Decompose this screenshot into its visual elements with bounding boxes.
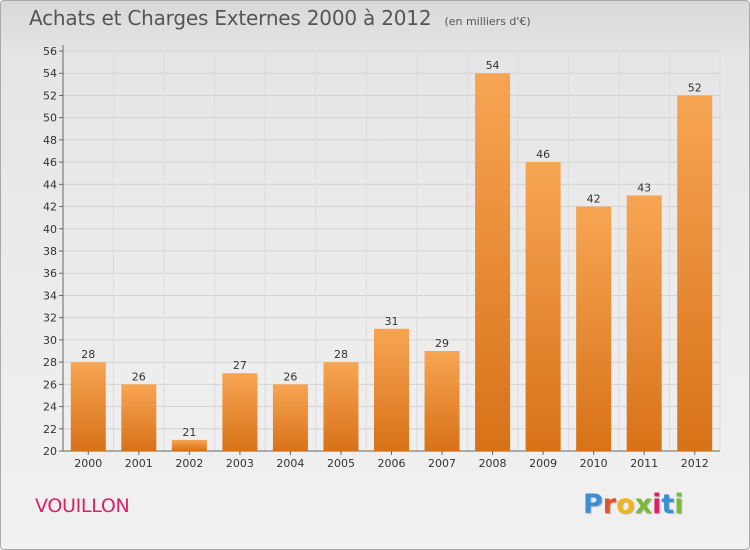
value-label: 43 <box>637 181 651 194</box>
proxiti-logo[interactable]: Proxiti <box>583 489 684 520</box>
logo-letter: r <box>602 489 617 520</box>
y-tick-label: 26 <box>43 378 57 391</box>
y-tick-label: 50 <box>43 112 57 125</box>
bar-2000[interactable] <box>70 362 106 451</box>
chart-title: Achats et Charges Externes 2000 à 2012 <box>29 6 432 30</box>
value-label: 29 <box>435 337 449 350</box>
value-label: 28 <box>81 348 95 361</box>
value-label: 28 <box>334 348 348 361</box>
y-tick-label: 48 <box>43 134 57 147</box>
logo-letter: i <box>652 489 662 520</box>
bar-2008[interactable] <box>475 73 511 451</box>
x-tick-label: 2008 <box>479 457 507 470</box>
bar-2004[interactable] <box>272 384 308 451</box>
x-tick-label: 2002 <box>175 457 203 470</box>
bar-2010[interactable] <box>576 206 612 451</box>
chart-unit: (en milliers d'€) <box>444 15 531 28</box>
y-tick-label: 40 <box>43 223 57 236</box>
x-tick-label: 2006 <box>378 457 406 470</box>
value-label: 31 <box>385 315 399 328</box>
value-label: 46 <box>536 148 550 161</box>
value-label: 26 <box>132 370 146 383</box>
labels: 20 22 24 26 28 30 32 34 36 38 40 42 44 46 48 50 52 54 56 28… <box>43 45 709 470</box>
x-tick-label: 2005 <box>327 457 355 470</box>
bar-2006[interactable] <box>374 328 409 451</box>
bar-2007[interactable] <box>424 351 460 451</box>
x-tick-label: 2011 <box>630 457 658 470</box>
bar-2005[interactable] <box>323 362 359 451</box>
bar-2002[interactable] <box>171 439 207 451</box>
logo-letter: o <box>616 489 635 520</box>
y-tick-label: 34 <box>43 289 57 302</box>
y-tick-label: 28 <box>43 356 57 369</box>
value-label: 42 <box>587 193 601 206</box>
y-tick-label: 38 <box>43 245 57 258</box>
logo-letter: i <box>674 489 684 520</box>
x-tick-label: 2009 <box>529 457 557 470</box>
bar-2003[interactable] <box>222 373 258 451</box>
y-tick-label: 54 <box>43 67 57 80</box>
x-tick-label: 2000 <box>74 457 102 470</box>
commune-name: VOUILLON <box>35 495 130 517</box>
y-tick-label: 36 <box>43 267 57 280</box>
y-tick-label: 46 <box>43 156 57 169</box>
logo-letter: P <box>583 489 603 520</box>
y-tick-label: 56 <box>43 45 57 58</box>
value-label: 54 <box>486 59 500 72</box>
y-tick-label: 52 <box>43 89 57 102</box>
x-tick-label: 2010 <box>580 457 608 470</box>
x-tick-label: 2012 <box>681 457 709 470</box>
logo-letter: t <box>661 489 675 520</box>
bar-2009[interactable] <box>525 162 561 451</box>
bar-2012[interactable] <box>677 95 713 451</box>
value-label: 26 <box>283 370 297 383</box>
x-tick-label: 2007 <box>428 457 456 470</box>
y-tick-label: 20 <box>43 445 57 458</box>
title-row: Achats et Charges Externes 2000 à 2012 (… <box>29 6 531 30</box>
x-tick-label: 2001 <box>125 457 153 470</box>
x-tick-label: 2003 <box>226 457 254 470</box>
value-label: 52 <box>688 81 702 94</box>
x-tick-label: 2004 <box>276 457 304 470</box>
bar-2011[interactable] <box>626 195 662 451</box>
y-tick-label: 32 <box>43 312 57 325</box>
y-tick-label: 30 <box>43 334 57 347</box>
y-tick-label: 44 <box>43 178 57 191</box>
bars <box>70 73 713 451</box>
y-tick-label: 22 <box>43 423 57 436</box>
value-label: 27 <box>233 359 247 372</box>
value-label: 21 <box>182 426 196 439</box>
logo-letter: x <box>634 489 653 520</box>
bar-2001[interactable] <box>121 384 157 451</box>
y-tick-label: 42 <box>43 201 57 214</box>
y-tick-label: 24 <box>43 401 57 414</box>
